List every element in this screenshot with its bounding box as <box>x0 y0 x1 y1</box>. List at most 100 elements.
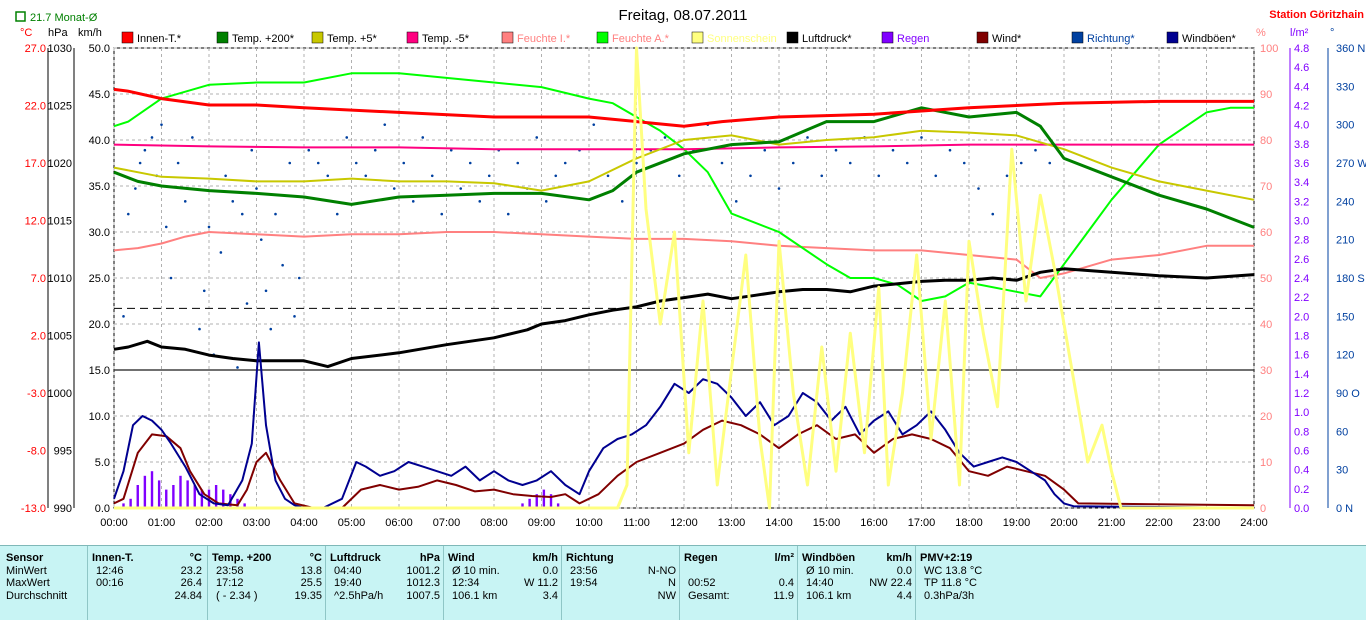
direction-point <box>763 148 767 152</box>
direction-point <box>150 136 154 139</box>
rain_lm2-tick-label: 0.0 <box>1294 503 1309 515</box>
pressure_hpa-tick-label: 1020 <box>48 158 72 170</box>
stats-cell-value: 19.35 <box>294 589 322 602</box>
rain_lm2-tick-label: 3.0 <box>1294 216 1309 228</box>
direction-point <box>677 174 681 178</box>
stats-cell-label: 00:16 <box>96 577 124 589</box>
stats-row: 24.84 <box>92 590 202 603</box>
legend-label: Temp. +200* <box>232 33 295 45</box>
legend-label: Feuchte A.* <box>612 33 670 45</box>
stats-cell-value: 11.9 <box>773 589 794 602</box>
stats-cell-label: Temp. +200 <box>212 552 272 564</box>
stats-row: 106.1 km 4.4 <box>802 590 912 603</box>
series-line <box>113 129 1255 201</box>
stats-row: WC 13.8 °C <box>920 565 1040 578</box>
chart-title: Freitag, 08.07.2011 <box>619 7 748 24</box>
direction-point <box>563 161 567 165</box>
legend-swatch <box>596 31 609 44</box>
direction-point <box>891 148 895 152</box>
rain-bar <box>136 485 139 508</box>
rain_lm2-tick-label: 2.8 <box>1294 235 1309 247</box>
direction-point <box>478 200 482 203</box>
legend-swatch <box>1166 31 1179 44</box>
rain_lm2-tick-label: 1.4 <box>1294 369 1309 381</box>
stats-cell-value: km/h <box>886 552 912 564</box>
direction-point <box>1034 148 1037 152</box>
stats-cell-value: 13.8 <box>300 564 322 577</box>
speed_kmh-tick-label: 30.0 <box>89 227 110 239</box>
stats-row: NW <box>566 590 676 603</box>
rain_lm2-tick-label: 2.4 <box>1294 273 1309 285</box>
humidity_pct-tick-label: 60 <box>1260 227 1272 239</box>
stats-row: 0.3hPa/3h <box>920 590 1040 603</box>
monthly-avg-label: 21.7 Monat-Ø <box>30 12 98 24</box>
stats-row: MaxWert <box>6 577 86 590</box>
rain-bar <box>528 498 531 508</box>
direction-point <box>126 212 130 216</box>
direction-point <box>1048 161 1052 165</box>
direction_deg-tick-label: 180 S <box>1336 273 1365 285</box>
stats-header: Sensor <box>6 552 86 565</box>
rain_lm2-tick-label: 0.2 <box>1294 484 1309 496</box>
stats-cell-value: N-NO <box>647 564 676 577</box>
speed_kmh-tick-label: 15.0 <box>89 365 110 377</box>
direction-point <box>734 200 738 203</box>
stats-cell-value: 1001.2 <box>406 564 440 577</box>
stats-column: PMV+2:19 WC 13.8 °C TP 11.8 °C 0.3hPa/3h <box>920 552 1040 602</box>
rain_lm2-tick-label: 3.8 <box>1294 139 1309 151</box>
direction-point <box>245 302 249 305</box>
pressure_hpa-tick-label: 1025 <box>48 101 72 113</box>
stats-column: Innen-T. °C 12:46 23.2 00:16 26.4 24.84 <box>92 552 202 602</box>
rain-bar <box>150 471 154 508</box>
stats-cell-label: 17:12 <box>216 577 244 589</box>
direction-point <box>264 289 268 293</box>
stats-cell-label: Innen-T. <box>92 552 134 564</box>
rain-bar <box>157 480 161 508</box>
speed_kmh-tick-label: 40.0 <box>89 135 110 147</box>
direction-point <box>848 161 852 165</box>
stats-cell-label: 23:56 <box>570 564 598 577</box>
temp_c-tick-label: 7.0 <box>31 273 46 285</box>
series-temp5 <box>113 129 1255 201</box>
x-tick-label: 24:00 <box>1240 517 1268 529</box>
direction-point <box>449 148 453 152</box>
direction-point <box>544 200 548 203</box>
humidity_pct-tick-label: 20 <box>1260 411 1272 423</box>
rain_lm2-tick-label: 3.2 <box>1294 196 1309 208</box>
direction-unit-label: ° <box>1330 27 1334 39</box>
x-tick-label: 11:00 <box>623 517 650 529</box>
direction_deg-tick-label: 360 N <box>1336 43 1365 55</box>
stats-row: 12:34 W 11.2 <box>448 577 558 590</box>
humidity_pct-tick-label: 90 <box>1260 89 1272 101</box>
direction-point <box>834 148 838 152</box>
rain-bar <box>542 489 546 508</box>
humidity_pct-tick-label: 0 <box>1260 503 1266 515</box>
rain_lm2-tick-label: 3.6 <box>1294 158 1309 170</box>
direction-point <box>991 212 995 216</box>
stats-row: 23:58 13.8 <box>212 565 322 578</box>
stats-cell-label: 12:34 <box>452 577 480 589</box>
direction-point <box>1005 174 1009 178</box>
direction-point <box>440 212 444 216</box>
direction-point <box>777 187 781 190</box>
legend-swatch <box>406 31 419 44</box>
x-tick-label: 12:00 <box>670 517 698 529</box>
stats-cell-value: 23.2 <box>180 564 202 577</box>
stats-cell-value: °C <box>309 552 322 564</box>
stats-cell-label: ^2.5hPa/h <box>334 589 384 602</box>
humidity_pct-tick-label: 70 <box>1260 181 1272 193</box>
stats-cell-value: 0.0 <box>542 564 558 577</box>
series-tempm5 <box>113 143 1254 151</box>
x-tick-label: 09:00 <box>528 517 556 529</box>
series-temp200 <box>113 106 1255 229</box>
legend-label: Windböen* <box>1182 33 1237 45</box>
direction-point <box>516 161 520 165</box>
direction-point <box>240 212 244 216</box>
speed_kmh-tick-label: 45.0 <box>89 89 110 101</box>
speed_kmh-tick-label: 50.0 <box>89 43 110 55</box>
direction-point <box>620 200 624 203</box>
series-line <box>113 231 1254 279</box>
speed_kmh-tick-label: 10.0 <box>89 411 110 423</box>
pressure-unit-label: hPa <box>48 27 68 39</box>
station-name: Station Göritzhain <box>1269 9 1364 21</box>
